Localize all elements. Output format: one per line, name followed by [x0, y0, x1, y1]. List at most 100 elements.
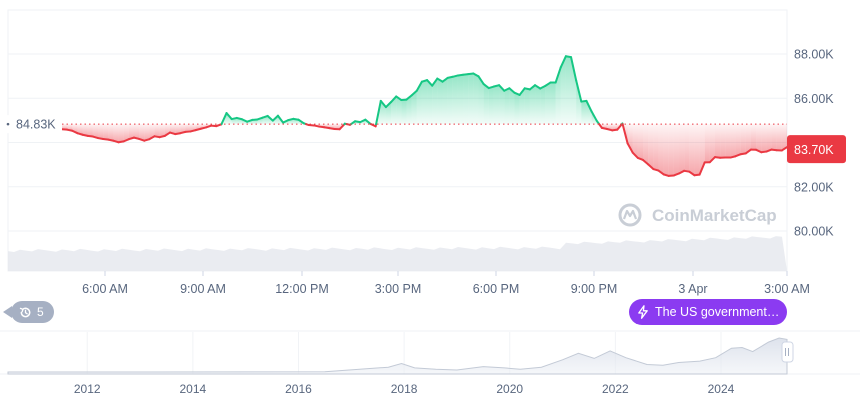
- coinmarketcap-logo-icon: [620, 205, 640, 225]
- x-tick-label: 12:00 PM: [275, 282, 329, 296]
- fill-down-segment: [730, 124, 735, 157]
- fill-down-segment: [725, 124, 730, 157]
- fill-up-segment: [540, 86, 545, 124]
- fill-down-segment: [98, 124, 103, 139]
- fill-down-segment: [638, 124, 643, 160]
- fill-up-segment: [514, 93, 519, 124]
- y-tick-label: 80.00K: [794, 225, 834, 239]
- fill-up-segment: [422, 80, 427, 124]
- fill-down-segment: [653, 124, 658, 170]
- navigator-year-label: 2024: [708, 382, 735, 396]
- navigator-year-label: 2022: [602, 382, 629, 396]
- fill-up-segment: [401, 100, 406, 125]
- fill-down-segment: [648, 124, 653, 169]
- fill-down-segment: [694, 124, 699, 175]
- fill-down-segment: [756, 124, 761, 152]
- fill-up-segment: [484, 84, 489, 124]
- fill-down-segment: [664, 124, 669, 176]
- fill-down-segment: [766, 124, 771, 151]
- fill-up-segment: [509, 88, 514, 124]
- range-navigator[interactable]: 2012 2014 2016 2018 2020 2022 2024: [0, 331, 860, 396]
- fill-up-segment: [494, 85, 499, 124]
- current-price-label: 83.70K: [794, 143, 834, 157]
- fill-up-segment: [550, 83, 555, 125]
- y-tick-label: 88.00K: [794, 48, 834, 62]
- history-badge[interactable]: 5: [11, 301, 54, 323]
- fill-up-segment: [443, 78, 448, 124]
- fill-down-segment: [658, 124, 663, 174]
- x-tick-label: 9:00 AM: [180, 282, 226, 296]
- fill-down-segment: [715, 124, 720, 158]
- history-icon: [19, 306, 32, 319]
- y-tick-label: 82.00K: [794, 180, 834, 194]
- fill-down-segment: [684, 124, 689, 172]
- fill-up-segment: [545, 83, 550, 125]
- fill-up-segment: [458, 75, 463, 124]
- fill-down-segment: [103, 124, 108, 139]
- fill-up-segment: [566, 56, 571, 124]
- fill-down-segment: [772, 124, 777, 150]
- navigator-year-label: 2016: [285, 382, 312, 396]
- fill-up-segment: [489, 87, 494, 125]
- x-tick-label: 3 Apr: [678, 282, 707, 296]
- y-tick-label: 86.00K: [794, 92, 834, 106]
- fill-up-segment: [427, 80, 432, 124]
- news-headline: The US government…: [655, 305, 779, 319]
- fill-down-segment: [679, 124, 684, 173]
- x-tick-label: 6:00 AM: [82, 282, 128, 296]
- fill-up-segment: [530, 85, 535, 124]
- fill-down-segment: [674, 124, 679, 175]
- fill-down-segment: [720, 124, 725, 158]
- navigator-year-label: 2020: [496, 382, 523, 396]
- x-tick-label: 3:00 AM: [764, 282, 810, 296]
- fill-up-segment: [504, 88, 509, 124]
- fill-down-segment: [155, 124, 160, 137]
- fill-down-segment: [761, 124, 766, 152]
- fill-down-segment: [741, 124, 746, 154]
- baseline-marker: [7, 123, 10, 126]
- fill-down-segment: [144, 124, 149, 141]
- fill-up-segment: [437, 79, 442, 125]
- coinmarketcap-watermark: CoinMarketCap: [620, 205, 777, 225]
- fill-up-segment: [463, 74, 468, 124]
- navigator-year-label: 2012: [74, 382, 101, 396]
- watermark-text: CoinMarketCap: [652, 206, 777, 225]
- open-price-label: 84.83K: [16, 118, 56, 132]
- fill-down-segment: [669, 124, 674, 176]
- volume-area: [8, 236, 787, 271]
- x-tick-label: 3:00 PM: [375, 282, 422, 296]
- x-axis: 6:00 AM 9:00 AM 12:00 PM 3:00 PM 6:00 PM 9:00…: [82, 282, 810, 296]
- fill-down-segment: [751, 124, 756, 150]
- x-tick-label: 6:00 PM: [473, 282, 520, 296]
- fill-up-segment: [581, 101, 586, 124]
- fill-up-segment: [453, 75, 458, 124]
- fill-up-segment: [473, 73, 478, 124]
- fill-down-segment: [113, 124, 118, 142]
- navigator-year-label: 2014: [179, 382, 206, 396]
- fill-down-segment: [689, 124, 694, 175]
- fill-down-segment: [777, 124, 782, 150]
- price-area-fill: [62, 56, 787, 176]
- navigator-history-area: [8, 338, 787, 374]
- fill-up-segment: [468, 73, 473, 124]
- fill-up-segment: [448, 77, 453, 124]
- fill-down-segment: [736, 124, 741, 156]
- x-tick-label: 9:00 PM: [571, 282, 618, 296]
- fill-up-segment: [535, 85, 540, 124]
- history-count: 5: [37, 305, 44, 319]
- fill-down-segment: [88, 124, 93, 136]
- navigator-handle[interactable]: [782, 342, 793, 362]
- fill-down-segment: [108, 124, 113, 141]
- lightning-icon: [637, 305, 649, 319]
- fill-down-segment: [643, 124, 648, 164]
- news-badge[interactable]: The US government…: [629, 299, 787, 325]
- navigator-year-label: 2018: [391, 382, 418, 396]
- fill-down-segment: [119, 124, 124, 142]
- volume-band: [8, 236, 787, 271]
- fill-up-segment: [525, 88, 530, 124]
- fill-down-segment: [705, 124, 710, 162]
- fill-down-segment: [134, 124, 139, 139]
